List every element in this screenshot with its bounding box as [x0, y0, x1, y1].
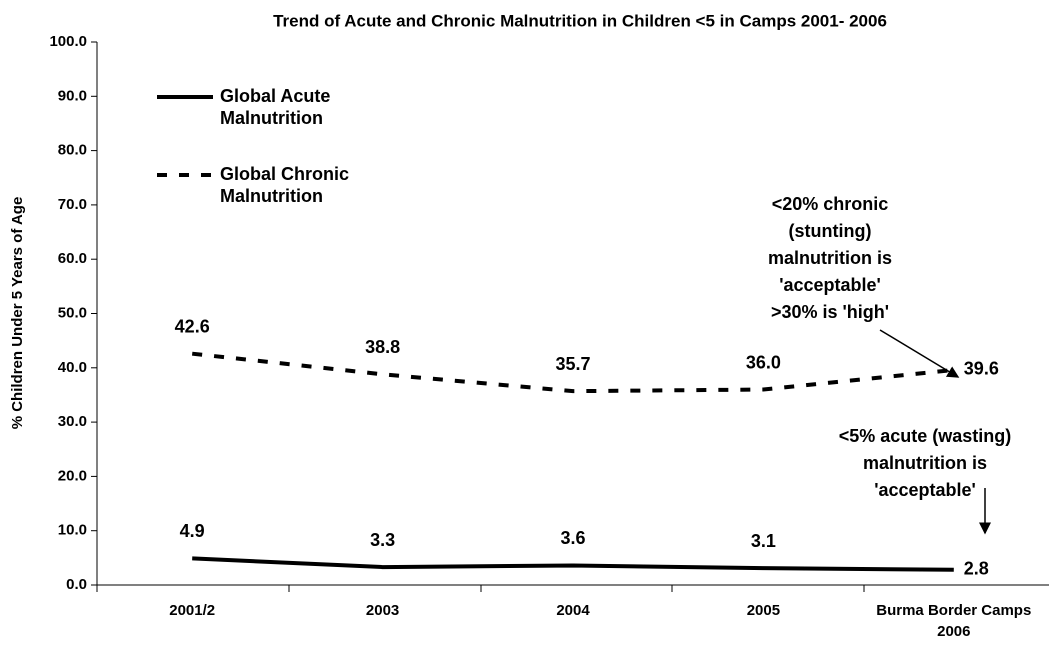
- annotation: (stunting): [789, 221, 872, 241]
- y-tick-label: 100.0: [49, 33, 87, 50]
- data-label: 3.3: [370, 530, 395, 550]
- y-tick-label: 10.0: [58, 522, 87, 539]
- data-label: 3.6: [560, 528, 585, 548]
- data-label: 2.8: [964, 559, 989, 579]
- data-label: 42.6: [175, 316, 210, 336]
- x-tick-label: 2004: [556, 602, 590, 619]
- annotation: malnutrition is: [863, 453, 987, 473]
- annotation: >30% is 'high': [771, 302, 889, 322]
- legend-label: Global Chronic Malnutrition: [220, 164, 350, 206]
- data-label: 38.8: [365, 337, 400, 357]
- chart-title: Trend of Acute and Chronic Malnutrition …: [273, 11, 887, 30]
- data-label: 4.9: [180, 521, 205, 541]
- annotation: 'acceptable': [874, 480, 976, 500]
- y-tick-label: 50.0: [58, 304, 87, 321]
- data-label: 3.1: [751, 531, 776, 551]
- legend-label: Global Acute Malnutrition: [220, 86, 331, 128]
- y-tick-label: 90.0: [58, 87, 87, 104]
- y-tick-label: 60.0: [58, 250, 87, 267]
- data-label: 39.6: [964, 359, 999, 379]
- annotation: <20% chronic: [772, 194, 889, 214]
- x-axis-ticks: [96, 585, 865, 592]
- annotation: 'acceptable': [779, 275, 881, 295]
- annotation: malnutrition is: [768, 248, 892, 268]
- annotation: <5% acute (wasting): [839, 426, 1012, 446]
- data-label: 36.0: [746, 352, 781, 372]
- y-tick-label: 80.0: [58, 142, 87, 159]
- series-line: [192, 556, 954, 572]
- y-tick-label: 0.0: [66, 576, 87, 593]
- data-label: 35.7: [555, 354, 590, 374]
- x-tick-label: 2003: [365, 602, 400, 619]
- x-tick-label: Burma Border Camps 2006: [876, 602, 1032, 640]
- x-tick-label: 2005: [746, 602, 781, 619]
- x-tick-label: 2001/2: [169, 602, 216, 619]
- y-tick-label: 30.0: [58, 413, 87, 430]
- y-tick-label: 40.0: [58, 359, 87, 376]
- y-axis-title: % Children Under 5 Years of Age: [9, 197, 26, 430]
- y-tick-label: 20.0: [58, 467, 87, 484]
- series-line: [191, 351, 955, 394]
- y-tick-label: 70.0: [58, 196, 87, 213]
